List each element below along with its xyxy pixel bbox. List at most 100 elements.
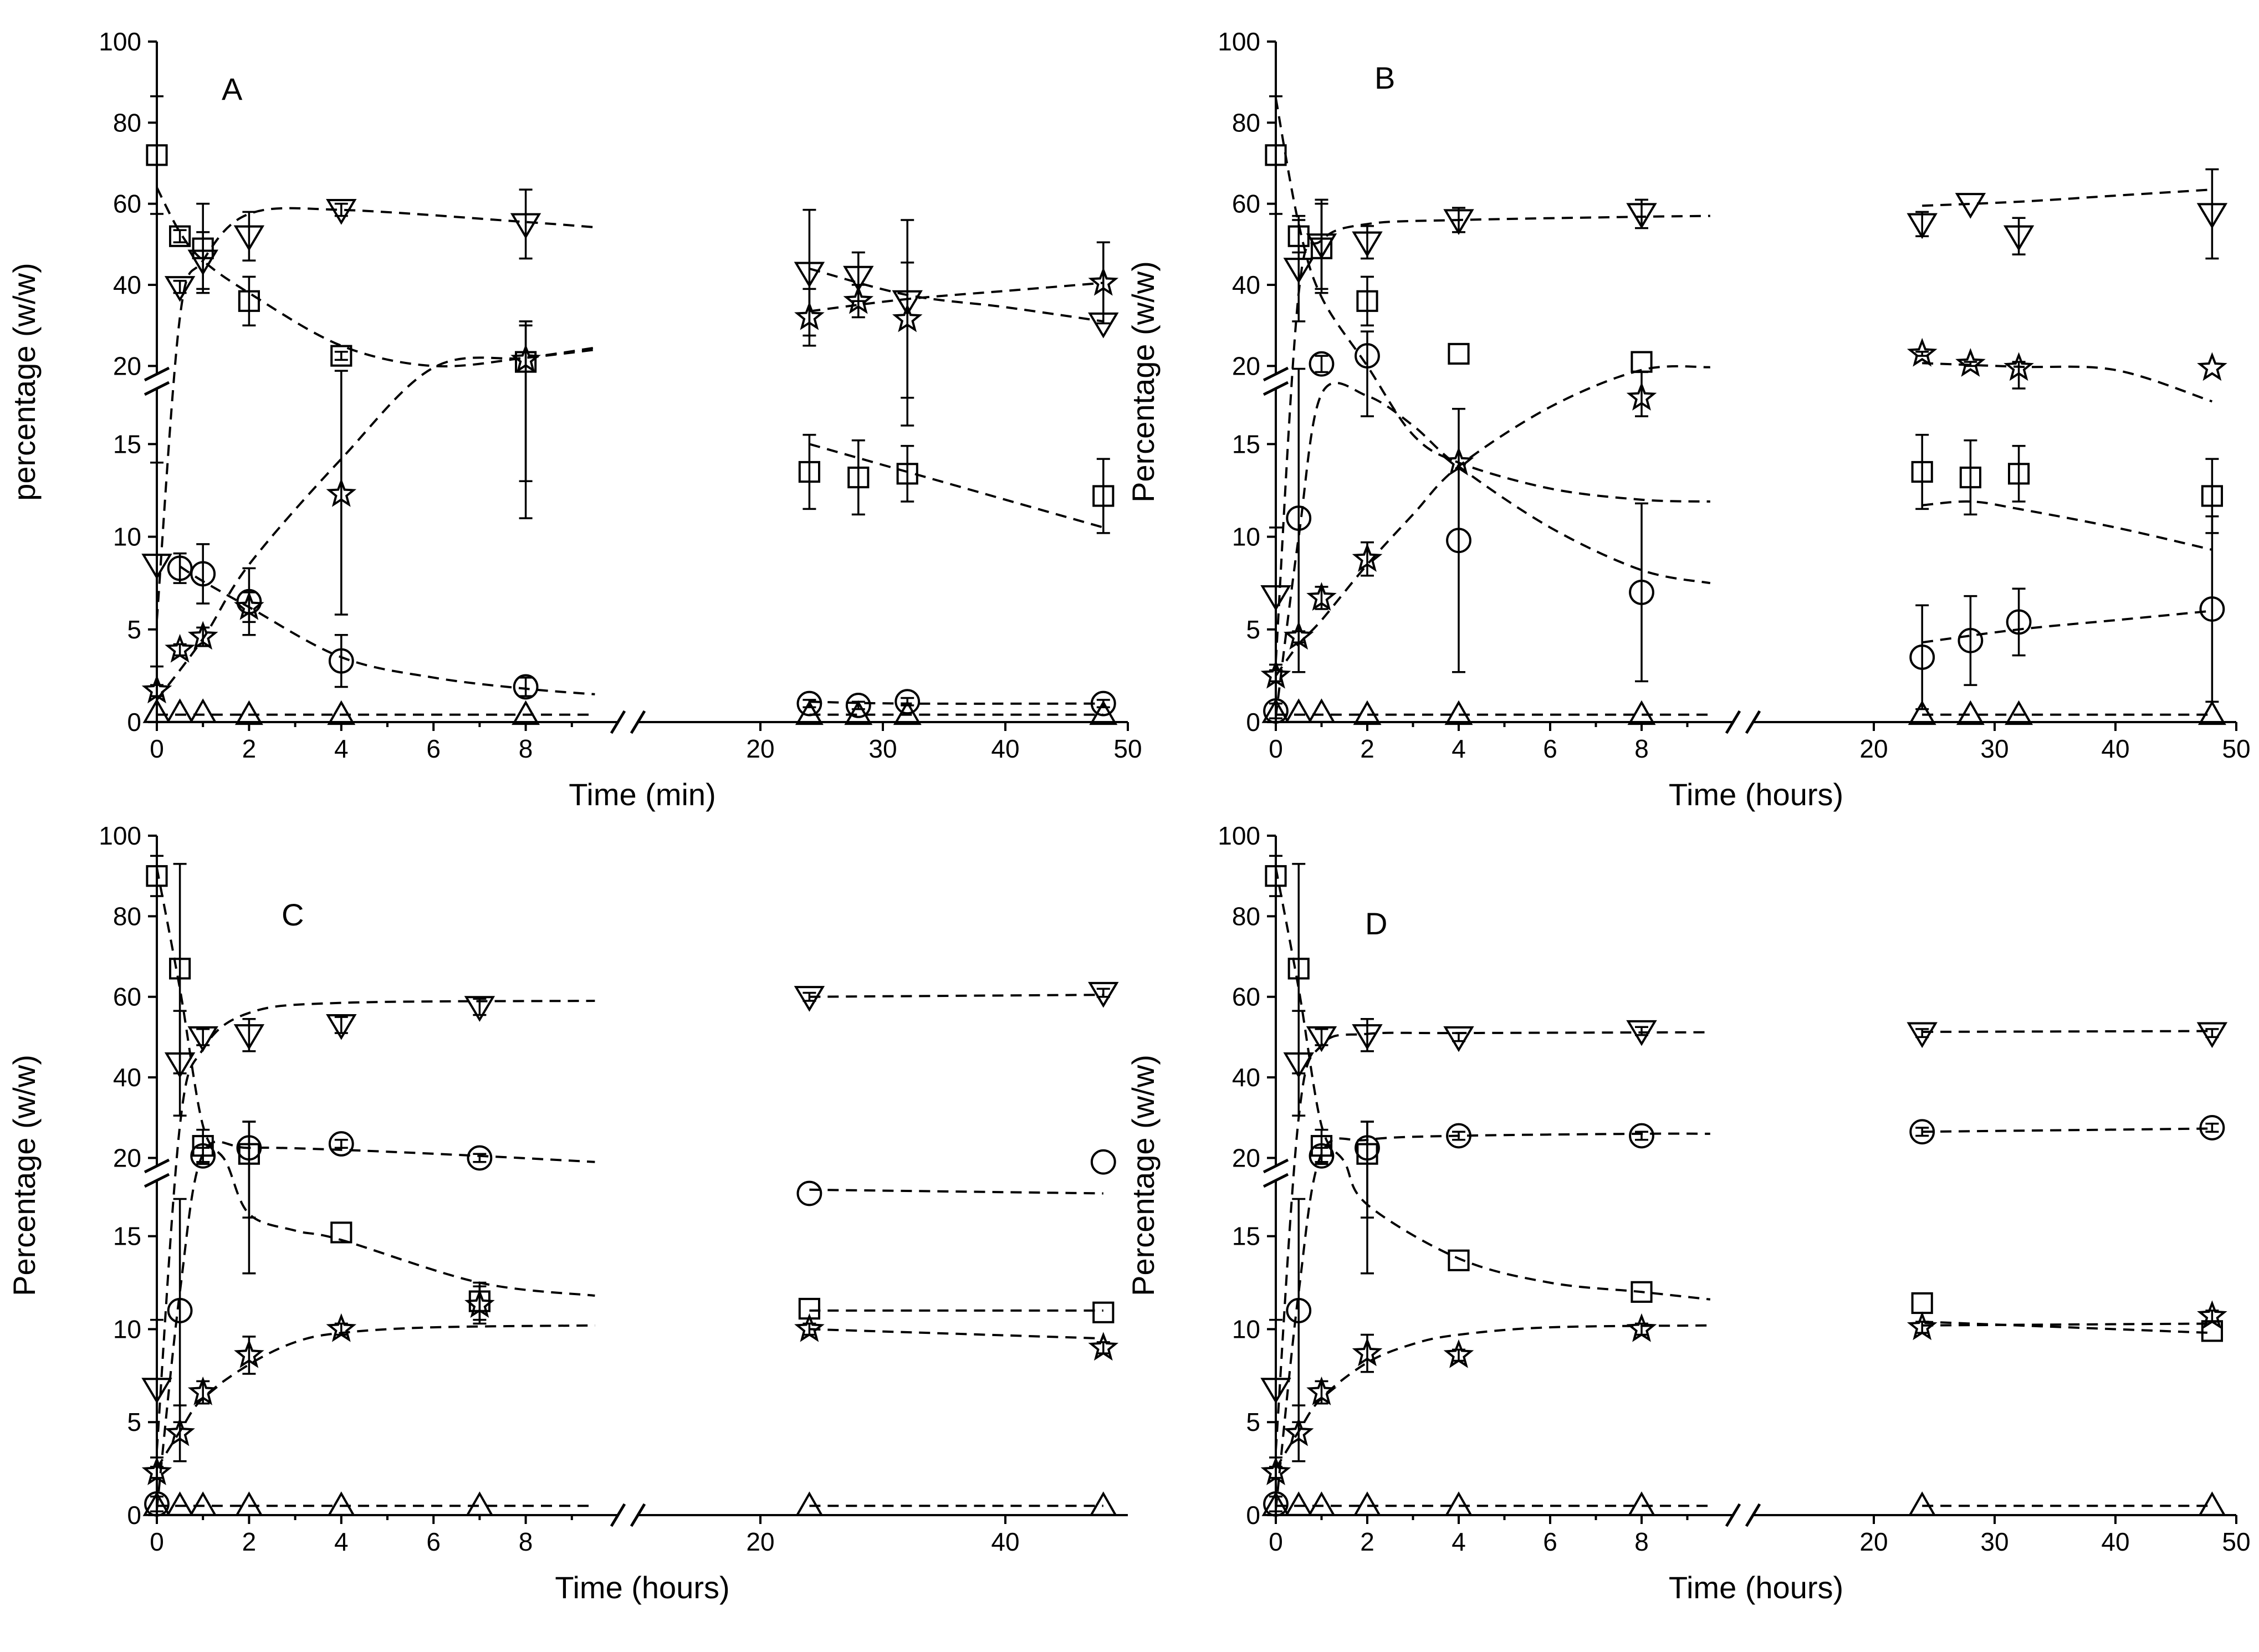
star-marker — [165, 1417, 195, 1446]
y-tick-label: 10 — [113, 523, 141, 551]
star-marker — [1626, 382, 1657, 411]
y-tick-label: 60 — [113, 190, 141, 218]
triangle-down-marker — [843, 265, 874, 292]
x-tick-label: 30 — [1980, 734, 2008, 763]
triangle-up-marker — [2005, 700, 2033, 725]
star-marker — [1306, 1376, 1337, 1405]
y-tick-label: 100 — [1218, 27, 1260, 56]
panel-letter: B — [1374, 60, 1395, 95]
triangle-down-marker — [794, 262, 825, 288]
circle-marker — [1909, 1119, 1935, 1145]
circle-marker — [328, 1131, 354, 1157]
star-marker — [1260, 1456, 1291, 1486]
triangle-down-marker — [233, 225, 265, 252]
triangle-down-marker — [1088, 981, 1119, 1008]
triangle-down-marker — [164, 276, 196, 302]
x-tick-label: 4 — [334, 1527, 349, 1556]
triangle-down-marker — [1443, 1026, 1474, 1052]
star-marker — [892, 303, 923, 333]
triangle-down-marker — [1626, 1020, 1657, 1046]
star-marker — [1626, 1313, 1657, 1342]
triangle-up-marker — [512, 700, 540, 725]
circle-marker — [1286, 1297, 1312, 1323]
star-marker — [1443, 1339, 1474, 1368]
triangle-down-marker — [464, 996, 495, 1022]
fit-curve — [156, 867, 595, 1297]
x-tick-label: 20 — [746, 734, 774, 763]
triangle-down-marker — [1352, 231, 1383, 258]
y-tick-label: 40 — [1232, 270, 1260, 299]
triangle-down-marker — [1626, 203, 1657, 229]
x-axis-title: Time (min) — [569, 777, 715, 812]
square-marker — [1448, 342, 1470, 365]
y-tick-label: 80 — [1232, 108, 1260, 137]
y-tick-label: 15 — [1232, 1222, 1260, 1251]
x-axis-title: Time (hours) — [1669, 777, 1843, 812]
triangle-up-marker — [1353, 1491, 1382, 1516]
circle-marker — [1909, 645, 1935, 670]
circle-marker — [513, 674, 539, 700]
triangle-up-marker — [1627, 1491, 1656, 1516]
star-marker — [234, 1339, 264, 1368]
y-tick-label: 10 — [1232, 523, 1260, 551]
triangle-down-marker — [1955, 193, 1986, 219]
y-axis-break-mark — [144, 381, 170, 396]
triangle-down-marker — [1306, 1026, 1337, 1052]
y-tick-label: 15 — [113, 429, 141, 458]
star-marker — [141, 1456, 172, 1486]
triangle-up-marker — [166, 1491, 195, 1516]
triangle-up-marker — [1284, 1491, 1313, 1516]
triangle-down-marker — [187, 1026, 218, 1052]
y-axis-break-mark — [1263, 381, 1289, 396]
circle-marker — [845, 693, 871, 718]
y-tick-label: 20 — [113, 1143, 141, 1172]
y-tick-label: 80 — [113, 108, 141, 137]
x-axis-break-mark — [630, 1503, 646, 1527]
circle-marker — [190, 561, 216, 587]
series-triangle-up — [1261, 1491, 2226, 1516]
triangle-down-marker — [141, 1378, 172, 1404]
fit-curve — [1275, 1324, 1710, 1470]
square-marker — [798, 461, 821, 483]
fit-curve — [156, 207, 595, 621]
circle-marker — [1309, 351, 1335, 377]
x-tick-label: 2 — [1360, 734, 1374, 763]
square-marker — [1356, 290, 1378, 312]
fit-curve — [809, 1188, 1103, 1195]
triangle-up-marker — [1444, 700, 1473, 725]
y-tick-label: 5 — [127, 615, 141, 644]
star-marker — [234, 591, 264, 620]
square-marker — [169, 958, 191, 980]
square-marker — [896, 463, 918, 485]
x-tick-label: 20 — [1859, 734, 1888, 763]
y-tick-label: 100 — [1218, 821, 1260, 850]
y-axis-title: Percentage (w/w) — [7, 1055, 42, 1296]
triangle-down-marker — [2196, 1022, 2228, 1049]
triangle-up-marker — [142, 698, 171, 723]
y-axis-break-mark — [1263, 1158, 1289, 1174]
circle-marker — [1958, 627, 1984, 653]
star-marker — [843, 285, 874, 314]
series-triangle-down — [1260, 1010, 2228, 1459]
triangle-down-marker — [2003, 225, 2035, 252]
star-marker — [187, 621, 218, 650]
square-marker — [2008, 463, 2030, 485]
square-marker — [2201, 485, 2224, 507]
triangle-down-marker — [2196, 203, 2228, 229]
y-axis-break-mark — [144, 1173, 170, 1188]
y-tick-label: 10 — [113, 1315, 141, 1343]
triangle-up-marker — [1089, 700, 1118, 725]
square-marker — [1631, 1281, 1653, 1303]
star-marker — [794, 301, 825, 330]
fit-curve — [1275, 381, 1711, 717]
fit-curve — [809, 443, 1104, 529]
fit-curve — [809, 700, 1103, 705]
x-tick-label: 20 — [746, 1527, 774, 1556]
triangle-up-marker — [465, 1491, 494, 1516]
star-marker — [187, 1376, 218, 1405]
triangle-up-marker — [1956, 700, 1985, 725]
x-tick-label: 30 — [1980, 1527, 2008, 1556]
x-tick-label: 40 — [991, 734, 1019, 763]
y-tick-label: 40 — [113, 270, 141, 299]
